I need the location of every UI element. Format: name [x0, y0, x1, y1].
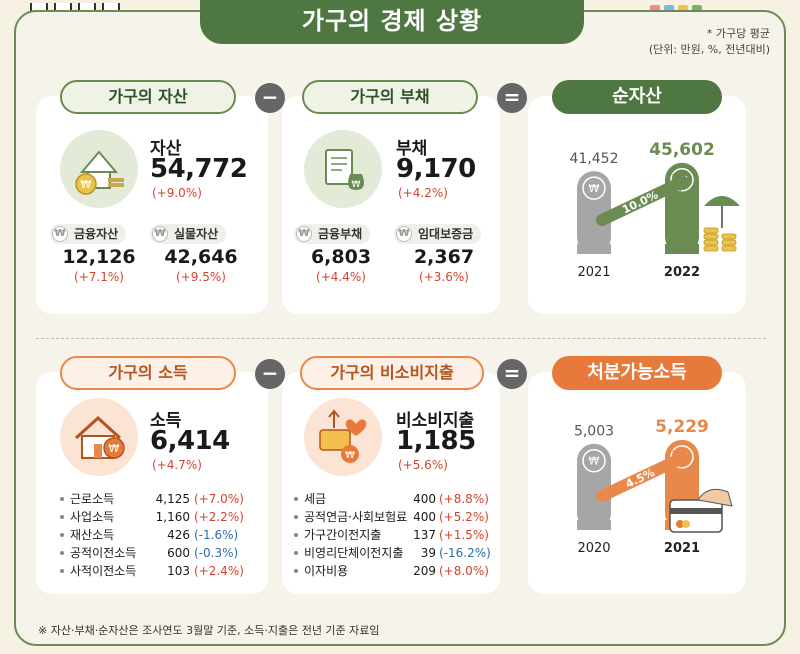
won-icon: ₩	[152, 226, 168, 242]
value-label-2021: 5,229	[655, 417, 709, 437]
income-value: 6,414	[150, 426, 230, 456]
card-heart-icon: ₩	[304, 398, 382, 476]
financial-debt-change: (+4.4%)	[316, 270, 366, 284]
minus-operator: −	[255, 83, 285, 113]
debt-change: (+4.2%)	[398, 186, 448, 200]
bill-bag-icon: ₩	[304, 130, 382, 208]
real-assets-change: (+9.5%)	[176, 270, 226, 284]
equals-operator: =	[497, 359, 527, 389]
won-icon	[582, 448, 606, 473]
nonconsumption-value: 1,185	[396, 426, 476, 456]
won-icon: ₩	[296, 226, 312, 242]
list-item: 사업소득 1,160 (+2.2%)	[60, 508, 260, 526]
income-breakdown-list: 근로소득 4,125 (+7.0%) 사업소득 1,160 (+2.2%) 재산소득 42…	[60, 490, 260, 580]
svg-text:₩: ₩	[109, 442, 120, 455]
financial-debt-value: 6,803	[310, 246, 372, 268]
rental-deposit-change: (+3.6%)	[419, 270, 469, 284]
value-label-2020: 5,003	[574, 424, 614, 440]
card-hand-icon	[669, 488, 733, 533]
category-label-2020: 2020	[577, 541, 610, 556]
growth-arrow	[596, 178, 684, 226]
debt-header: 가구의 부채	[302, 80, 478, 114]
assets-change: (+9.0%)	[152, 186, 202, 200]
financial-assets-tag: ₩ 금융자산	[50, 224, 127, 244]
financial-assets-value: 12,126	[62, 246, 136, 268]
note-line-1: * 가구당 평균	[706, 27, 770, 40]
debt-label: 부채	[396, 139, 428, 159]
financial-debt-tag: ₩ 금융부채	[294, 224, 371, 244]
bar-2021	[577, 171, 611, 254]
category-label-2022: 2022	[664, 265, 700, 280]
assets-value: 54,772	[150, 154, 248, 184]
growth-label: 4.5%	[624, 466, 657, 491]
nonconsumption-label: 비소비지출	[396, 411, 475, 431]
minus-operator: −	[255, 359, 285, 389]
svg-text:₩: ₩	[81, 178, 92, 191]
house-income-icon: ₩	[60, 398, 138, 476]
net-assets-header: 순자산	[552, 80, 722, 114]
list-item: 근로소득 4,125 (+7.0%)	[60, 490, 260, 508]
list-item: 비영리단체이전지출 39 (-16.2%)	[294, 544, 498, 562]
financial-assets-change: (+7.1%)	[74, 270, 124, 284]
list-item: 공적연금·사회보험료 400 (+5.2%)	[294, 508, 498, 526]
nonconsumption-header: 가구의 비소비지출	[300, 356, 484, 390]
category-label-2021: 2021	[577, 265, 610, 280]
income-change: (+4.7%)	[152, 458, 202, 472]
real-assets-tag: ₩ 실물자산	[150, 224, 227, 244]
house-coin-icon: ₩	[60, 130, 138, 208]
svg-text:₩: ₩	[352, 180, 361, 190]
equals-operator: =	[497, 83, 527, 113]
list-item: 이자비용 209 (+8.0%)	[294, 562, 498, 580]
income-label: 소득	[150, 411, 182, 431]
category-label-2021: 2021	[664, 541, 700, 556]
assets-header: 가구의 자산	[60, 80, 236, 114]
won-icon: ₩	[52, 226, 68, 242]
coins-umbrella-icon	[703, 196, 740, 252]
debt-value: 9,170	[396, 154, 476, 184]
list-item: 가구간이전지출 137 (+1.5%)	[294, 526, 498, 544]
list-item: 사적이전소득 103 (+2.4%)	[60, 562, 260, 580]
note-line-2: (단위: 만원, %, 전년대비)	[648, 43, 770, 56]
disposable-income-header: 처분가능소득	[552, 356, 722, 390]
value-label-2022: 45,602	[649, 140, 715, 160]
list-item: 세금 400 (+8.8%)	[294, 490, 498, 508]
rental-deposit-tag: ₩ 임대보증금	[394, 224, 482, 244]
footnote: ※ 자산·부채·순자산은 조사연도 3월말 기준, 소득·지출은 전년 기준 자…	[38, 624, 380, 637]
rental-deposit-value: 2,367	[413, 246, 475, 268]
svg-text:₩: ₩	[589, 455, 600, 468]
value-label-2021: 41,452	[570, 151, 619, 167]
svg-text:₩: ₩	[589, 182, 600, 195]
unit-note: * 가구당 평균 (단위: 만원, %, 전년대비)	[649, 26, 770, 58]
real-assets-value: 42,646	[164, 246, 238, 268]
section-divider	[36, 338, 766, 339]
growth-label: 10.0%	[620, 188, 660, 216]
won-icon: ₩	[396, 226, 412, 242]
assets-card	[36, 96, 268, 314]
debt-card	[282, 96, 500, 314]
list-item: 재산소득 426 (-1.6%)	[60, 526, 260, 544]
growth-arrow	[596, 454, 684, 502]
page-title: 가구의 경제 상황	[200, 0, 584, 44]
nonconsumption-breakdown-list: 세금 400 (+8.8%) 공적연금·사회보험료 400 (+5.2%) 가구간이전지…	[294, 490, 498, 580]
list-item: 공적이전소득 600 (-0.3%)	[60, 544, 260, 562]
svg-text:₩: ₩	[345, 450, 355, 461]
bar-2020	[577, 443, 611, 530]
nonconsumption-change: (+5.6%)	[398, 458, 448, 472]
won-icon	[670, 168, 694, 192]
won-icon	[582, 176, 606, 200]
income-header: 가구의 소득	[60, 356, 236, 390]
assets-label: 자산	[150, 139, 182, 159]
